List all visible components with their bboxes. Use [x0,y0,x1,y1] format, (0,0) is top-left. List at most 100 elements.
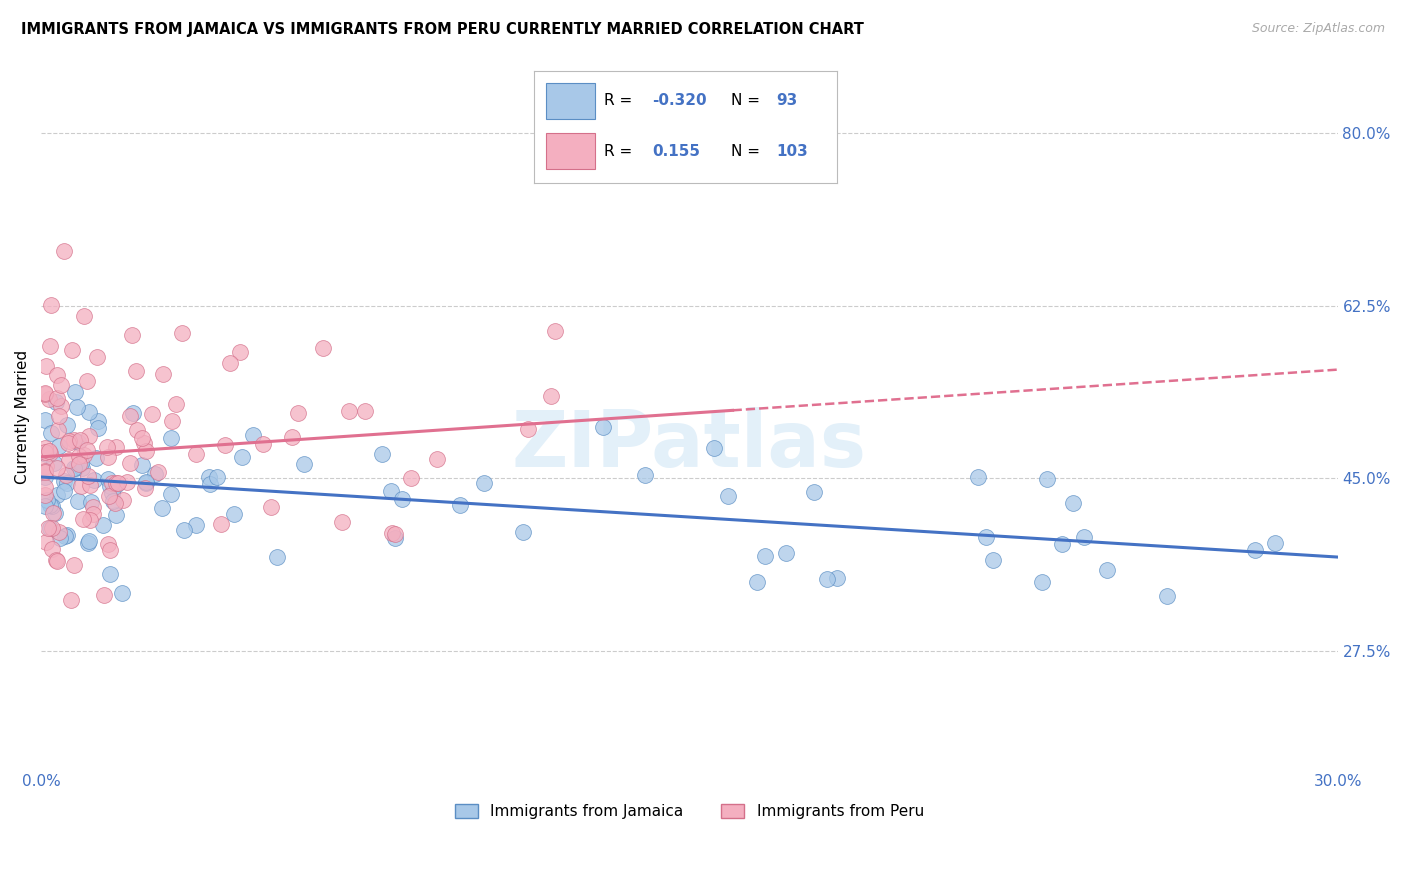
Point [56,436,79,450]
Point [45,554,67,568]
Point [34,442,56,456]
Point [49,399,72,413]
Point [121,406,143,420]
Point [1264,536,1286,550]
Point [56,475,79,490]
Point [1095,563,1118,577]
Point [70,479,93,493]
Bar [547,133,595,169]
Point [111,585,134,599]
Point [35,459,58,474]
Point [222,507,245,521]
Point [35,534,58,549]
Point [56,417,79,432]
Point [354,403,377,417]
Point [48,423,70,437]
Point [981,552,1004,566]
Point [1073,530,1095,544]
Point [544,324,567,338]
Point [97,537,120,551]
Point [200,477,222,491]
Point [39,521,62,535]
Point [41,542,63,557]
Point [111,492,134,507]
Point [53,244,76,258]
Point [34,465,56,479]
Text: R =: R = [603,144,637,159]
Point [131,458,153,472]
Point [34,480,56,494]
Point [287,406,309,420]
Point [87,421,110,435]
Point [53,529,76,543]
Point [52,475,75,489]
Point [104,476,127,491]
Point [77,429,100,443]
Point [70,460,93,475]
Point [803,484,825,499]
Point [214,438,236,452]
Point [42,456,65,470]
Text: N =: N = [731,144,765,159]
Point [34,465,56,479]
Point [105,440,128,454]
Point [80,495,103,509]
Point [63,433,86,447]
Point [401,471,423,485]
Text: 93: 93 [776,94,797,109]
Point [37,493,59,508]
Point [160,414,183,428]
Point [472,476,495,491]
Point [294,457,316,471]
Point [63,558,86,572]
Point [219,355,242,369]
Point [69,456,91,470]
Point [1156,589,1178,603]
Text: R =: R = [603,94,637,109]
Point [45,368,67,383]
Point [135,444,157,458]
Point [82,507,104,521]
Point [259,500,281,514]
Point [69,449,91,463]
Point [121,328,143,343]
Point [143,467,166,481]
Point [98,543,121,558]
Point [76,375,98,389]
Y-axis label: Currently Married: Currently Married [15,350,30,483]
Point [516,422,538,436]
Point [93,588,115,602]
Point [148,466,170,480]
Point [48,409,70,423]
Point [79,513,101,527]
Text: 103: 103 [776,144,808,159]
Point [38,446,60,460]
Point [186,518,208,533]
Point [48,524,70,539]
Point [63,460,86,475]
Point [98,566,121,581]
Point [391,492,413,507]
Point [98,479,121,493]
Point [56,528,79,542]
Point [775,546,797,560]
Text: N =: N = [731,94,765,109]
Point [118,457,141,471]
Point [101,486,124,500]
Point [41,506,63,520]
Point [381,525,404,540]
Point [967,469,990,483]
Point [634,467,657,482]
Point [150,500,173,515]
Point [34,447,56,461]
Point [66,434,89,449]
Point [1031,574,1053,589]
Point [703,441,725,455]
Point [252,436,274,450]
Point [38,339,60,353]
Point [97,450,120,464]
Point [86,350,108,364]
Legend: Immigrants from Jamaica, Immigrants from Peru: Immigrants from Jamaica, Immigrants from… [449,797,929,825]
Point [449,498,471,512]
Point [592,419,614,434]
